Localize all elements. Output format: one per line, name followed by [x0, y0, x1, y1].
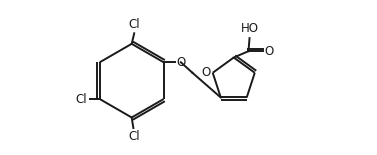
Text: Cl: Cl — [129, 130, 140, 143]
Text: Cl: Cl — [129, 18, 141, 31]
Text: O: O — [264, 45, 273, 58]
Text: O: O — [202, 66, 211, 79]
Text: O: O — [177, 56, 186, 69]
Text: HO: HO — [241, 22, 259, 35]
Text: Cl: Cl — [75, 93, 87, 106]
